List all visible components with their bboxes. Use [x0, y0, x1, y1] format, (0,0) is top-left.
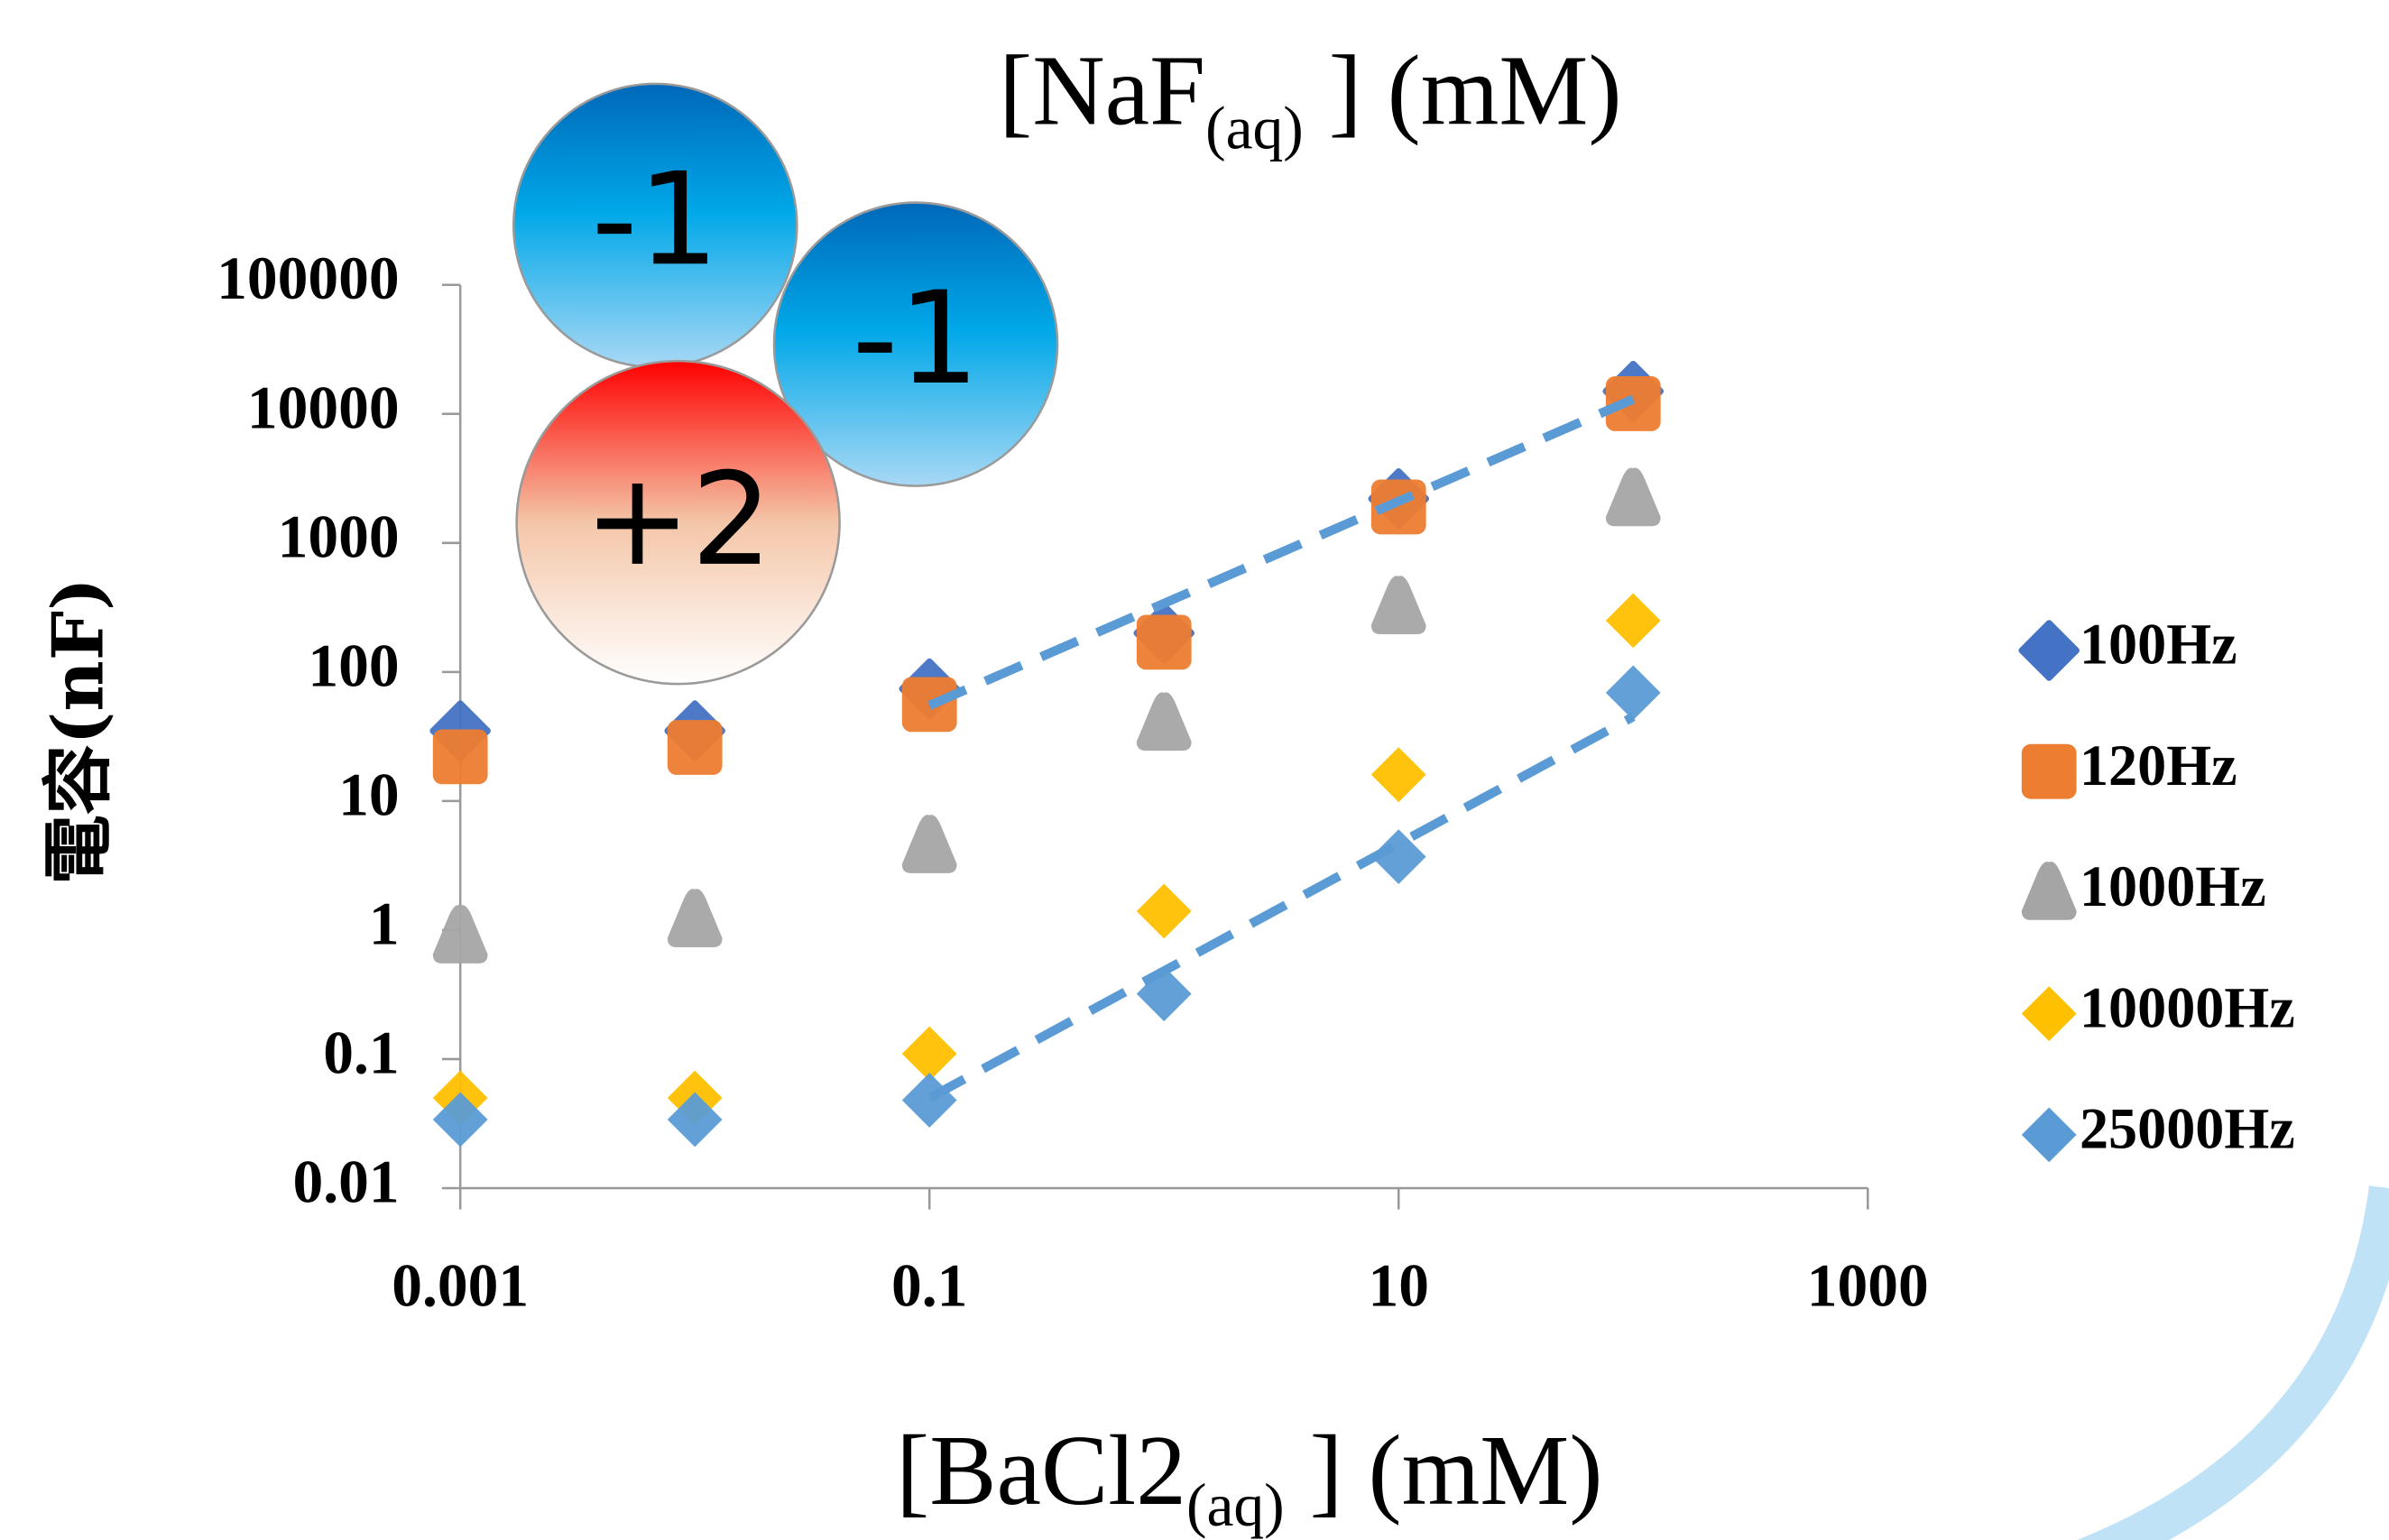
y-axis-title: 電容(nF) [38, 577, 120, 884]
series [433, 665, 1661, 1147]
data-point [433, 730, 488, 785]
data-point [1606, 467, 1661, 526]
legend-label: 25000Hz [2080, 1097, 2295, 1161]
plot-area: 0.01 0.1 1 10 100 1000 10000 100000 0.001 0.1 10 10… [217, 244, 2295, 1319]
data-point [1606, 665, 1661, 720]
ion-charge: +2 [584, 446, 772, 595]
x-tick-label: 1000 [1807, 1251, 1929, 1319]
data-point [1371, 747, 1426, 802]
x-tick-label: 0.1 [891, 1251, 967, 1319]
legend-marker [2022, 986, 2077, 1041]
data-point [433, 905, 488, 964]
x-tick-label: 10 [1368, 1251, 1429, 1319]
legend-marker [2022, 623, 2077, 678]
y-tick-label: 1000 [278, 503, 400, 570]
annotation-group: -1 -1 +2 [513, 84, 1057, 684]
legend-label: 1000Hz [2080, 854, 2266, 918]
title-part: [NaF [999, 35, 1205, 146]
x-title-part: ] (mM) [1285, 1416, 1603, 1526]
trendline [929, 399, 1633, 705]
y-tick-label: 100000 [217, 244, 400, 312]
y-tick-label: 0.1 [323, 1019, 399, 1086]
y-tick-label: 10000 [247, 373, 400, 441]
x-title-sub: (aq) [1186, 1471, 1285, 1538]
chart-title: [NaF(aq) ] (mM) [999, 35, 1621, 161]
legend-label: 100Hz [2080, 613, 2237, 677]
data-point [668, 889, 723, 947]
title-part: ] (mM) [1304, 35, 1622, 146]
x-title-part: [BaCl2 [896, 1416, 1186, 1526]
x-tick-label: 0.001 [392, 1251, 529, 1319]
legend-label: 120Hz [2080, 733, 2237, 798]
decor-arc [2057, 1188, 2389, 1540]
y-tick-label: 10 [338, 761, 400, 828]
ion-charge: -1 [592, 145, 719, 294]
legend-label: 10000Hz [2080, 975, 2295, 1039]
x-axis-title: [BaCl2(aq) ] (mM) [896, 1416, 1602, 1539]
chart: [NaF(aq) ] (mM) [BaCl2(aq) ] (mM) 電容(nF)… [0, 0, 2389, 1540]
data-point [668, 720, 723, 775]
data-point [1137, 884, 1192, 939]
data-point [1371, 576, 1426, 634]
page: {"chart_data": { "type": "scatter", "tit… [0, 0, 2389, 1540]
legend-marker [2022, 862, 2077, 920]
y-tick-label: 100 [308, 632, 399, 699]
data-point [1137, 614, 1192, 669]
ion-charge: -1 [852, 264, 979, 413]
data-point [1606, 594, 1661, 649]
y-tick-label: 1 [369, 890, 400, 957]
data-point [902, 815, 957, 873]
y-tick-label: 0.01 [292, 1148, 399, 1215]
legend-marker [2022, 744, 2077, 799]
title-sub: (aq) [1205, 94, 1304, 161]
legend-marker [2022, 1107, 2077, 1162]
data-point [1137, 692, 1192, 751]
data-point [902, 1073, 957, 1128]
trendline [929, 716, 1633, 1098]
